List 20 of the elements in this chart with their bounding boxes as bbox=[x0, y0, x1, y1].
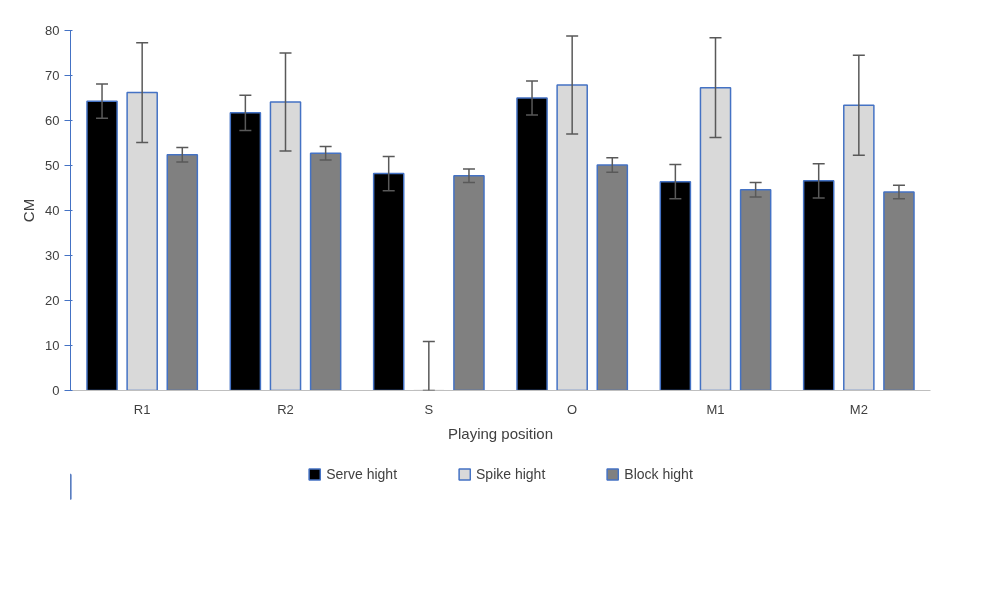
y-tick-label: 10 bbox=[45, 338, 60, 353]
x-tick-label: M2 bbox=[849, 401, 868, 417]
y-tick-label: 60 bbox=[45, 113, 60, 128]
x-axis-title: Playing position bbox=[447, 424, 554, 442]
legend-label: Serve hight bbox=[326, 466, 398, 482]
y-tick-label: 40 bbox=[45, 203, 60, 218]
x-tick-label: R1 bbox=[133, 401, 151, 417]
x-tick-label: O bbox=[567, 401, 578, 417]
y-tick-label: 20 bbox=[45, 293, 60, 308]
legend-label: Spike hight bbox=[476, 466, 546, 482]
x-tick-label: M1 bbox=[706, 401, 725, 417]
x-tick-label: R2 bbox=[277, 401, 294, 417]
y-axis-title: CM bbox=[20, 198, 38, 223]
y-tick-label: 50 bbox=[45, 158, 60, 173]
y-tick-label: 70 bbox=[45, 68, 60, 83]
y-tick-label: 80 bbox=[45, 23, 60, 38]
y-tick-label: 0 bbox=[52, 383, 60, 398]
y-tick-label: 30 bbox=[45, 248, 60, 263]
x-tick-label: S bbox=[424, 401, 434, 417]
legend-label: Block hight bbox=[624, 466, 693, 482]
